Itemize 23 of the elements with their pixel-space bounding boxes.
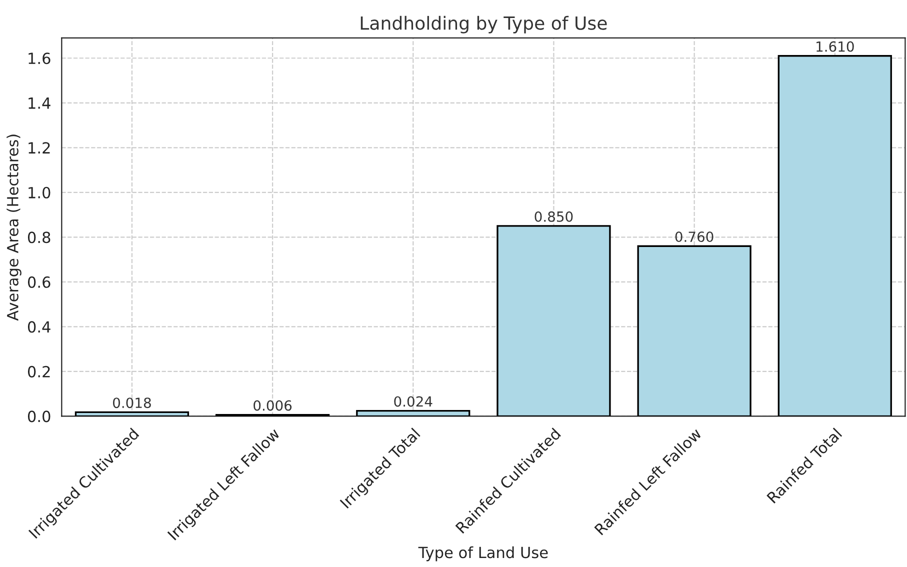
data-label: 1.610 xyxy=(816,41,854,52)
y-tick-label: 1.0 xyxy=(28,186,50,198)
bar xyxy=(74,411,190,416)
bar xyxy=(496,225,611,416)
data-label: 0.024 xyxy=(394,396,432,407)
y-tick-label: 0.6 xyxy=(28,276,50,288)
data-label: 0.850 xyxy=(534,211,573,222)
y-tick-label: 0.4 xyxy=(28,321,50,333)
y-tick-label: 0.0 xyxy=(28,410,50,422)
y-tick-label: 0.8 xyxy=(28,232,50,244)
data-label: 0.760 xyxy=(675,232,714,242)
bar xyxy=(637,245,752,416)
y-axis-title: Average Area (Hectares) xyxy=(6,134,22,321)
y-tick-label: 1.6 xyxy=(28,52,50,64)
bar xyxy=(778,55,892,416)
data-label: 0.018 xyxy=(113,398,151,408)
x-axis-title: Type of Land Use xyxy=(418,546,548,562)
bar xyxy=(356,410,470,416)
y-tick-label: 1.4 xyxy=(28,98,50,109)
y-tick-label: 1.2 xyxy=(28,142,50,154)
data-label: 0.006 xyxy=(254,400,292,411)
y-tick-label: 0.2 xyxy=(28,366,50,378)
chart-title: Landholding by Type of Use xyxy=(360,16,607,34)
